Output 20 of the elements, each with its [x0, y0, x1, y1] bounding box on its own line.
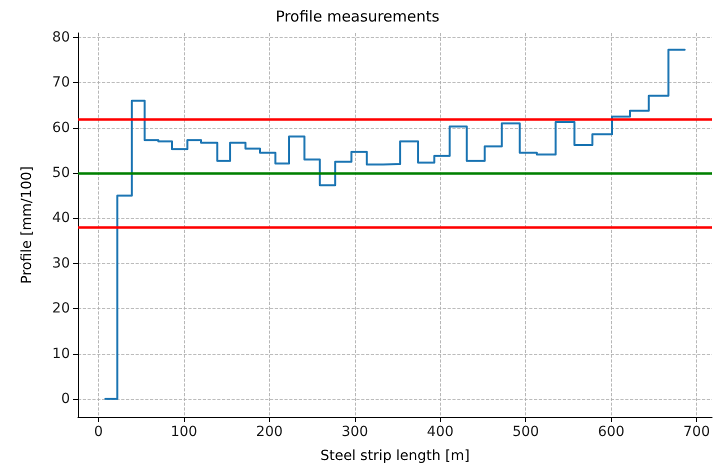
x-tick-label: 700: [683, 424, 710, 440]
y-tick-label: 40: [52, 210, 70, 226]
x-tick-label: 500: [512, 424, 540, 440]
y-tick-label: 50: [52, 165, 70, 182]
x-tick-label: 600: [598, 424, 625, 440]
y-tick-label: 80: [52, 30, 70, 46]
x-tick-label: 200: [256, 424, 283, 440]
x-tick-label: 300: [341, 424, 368, 440]
y-tick-label: 60: [52, 120, 70, 136]
y-axis-title: Profile [mm/100]: [19, 166, 35, 284]
y-tick-label: 20: [52, 300, 70, 317]
chart-title: Profile measurements: [276, 8, 440, 26]
y-tick-label: 70: [52, 74, 70, 91]
y-tick-label: 30: [52, 255, 70, 272]
y-tick-label: 0: [61, 390, 70, 407]
x-tick-label: 400: [426, 424, 454, 440]
x-tick-label: 100: [170, 424, 198, 440]
y-tick-label: 10: [52, 346, 70, 362]
x-axis-title: Steel strip length [m]: [320, 448, 470, 464]
x-tick-label: 0: [94, 424, 103, 440]
